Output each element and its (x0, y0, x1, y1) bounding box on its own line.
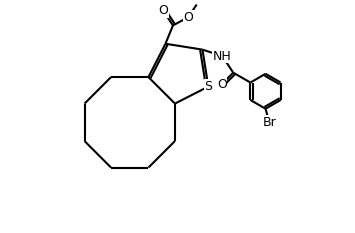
Text: O: O (184, 11, 193, 24)
Text: S: S (204, 80, 212, 93)
Text: O: O (158, 4, 168, 17)
Text: Br: Br (262, 116, 276, 129)
Text: NH: NH (213, 50, 232, 63)
Text: O: O (217, 78, 226, 91)
